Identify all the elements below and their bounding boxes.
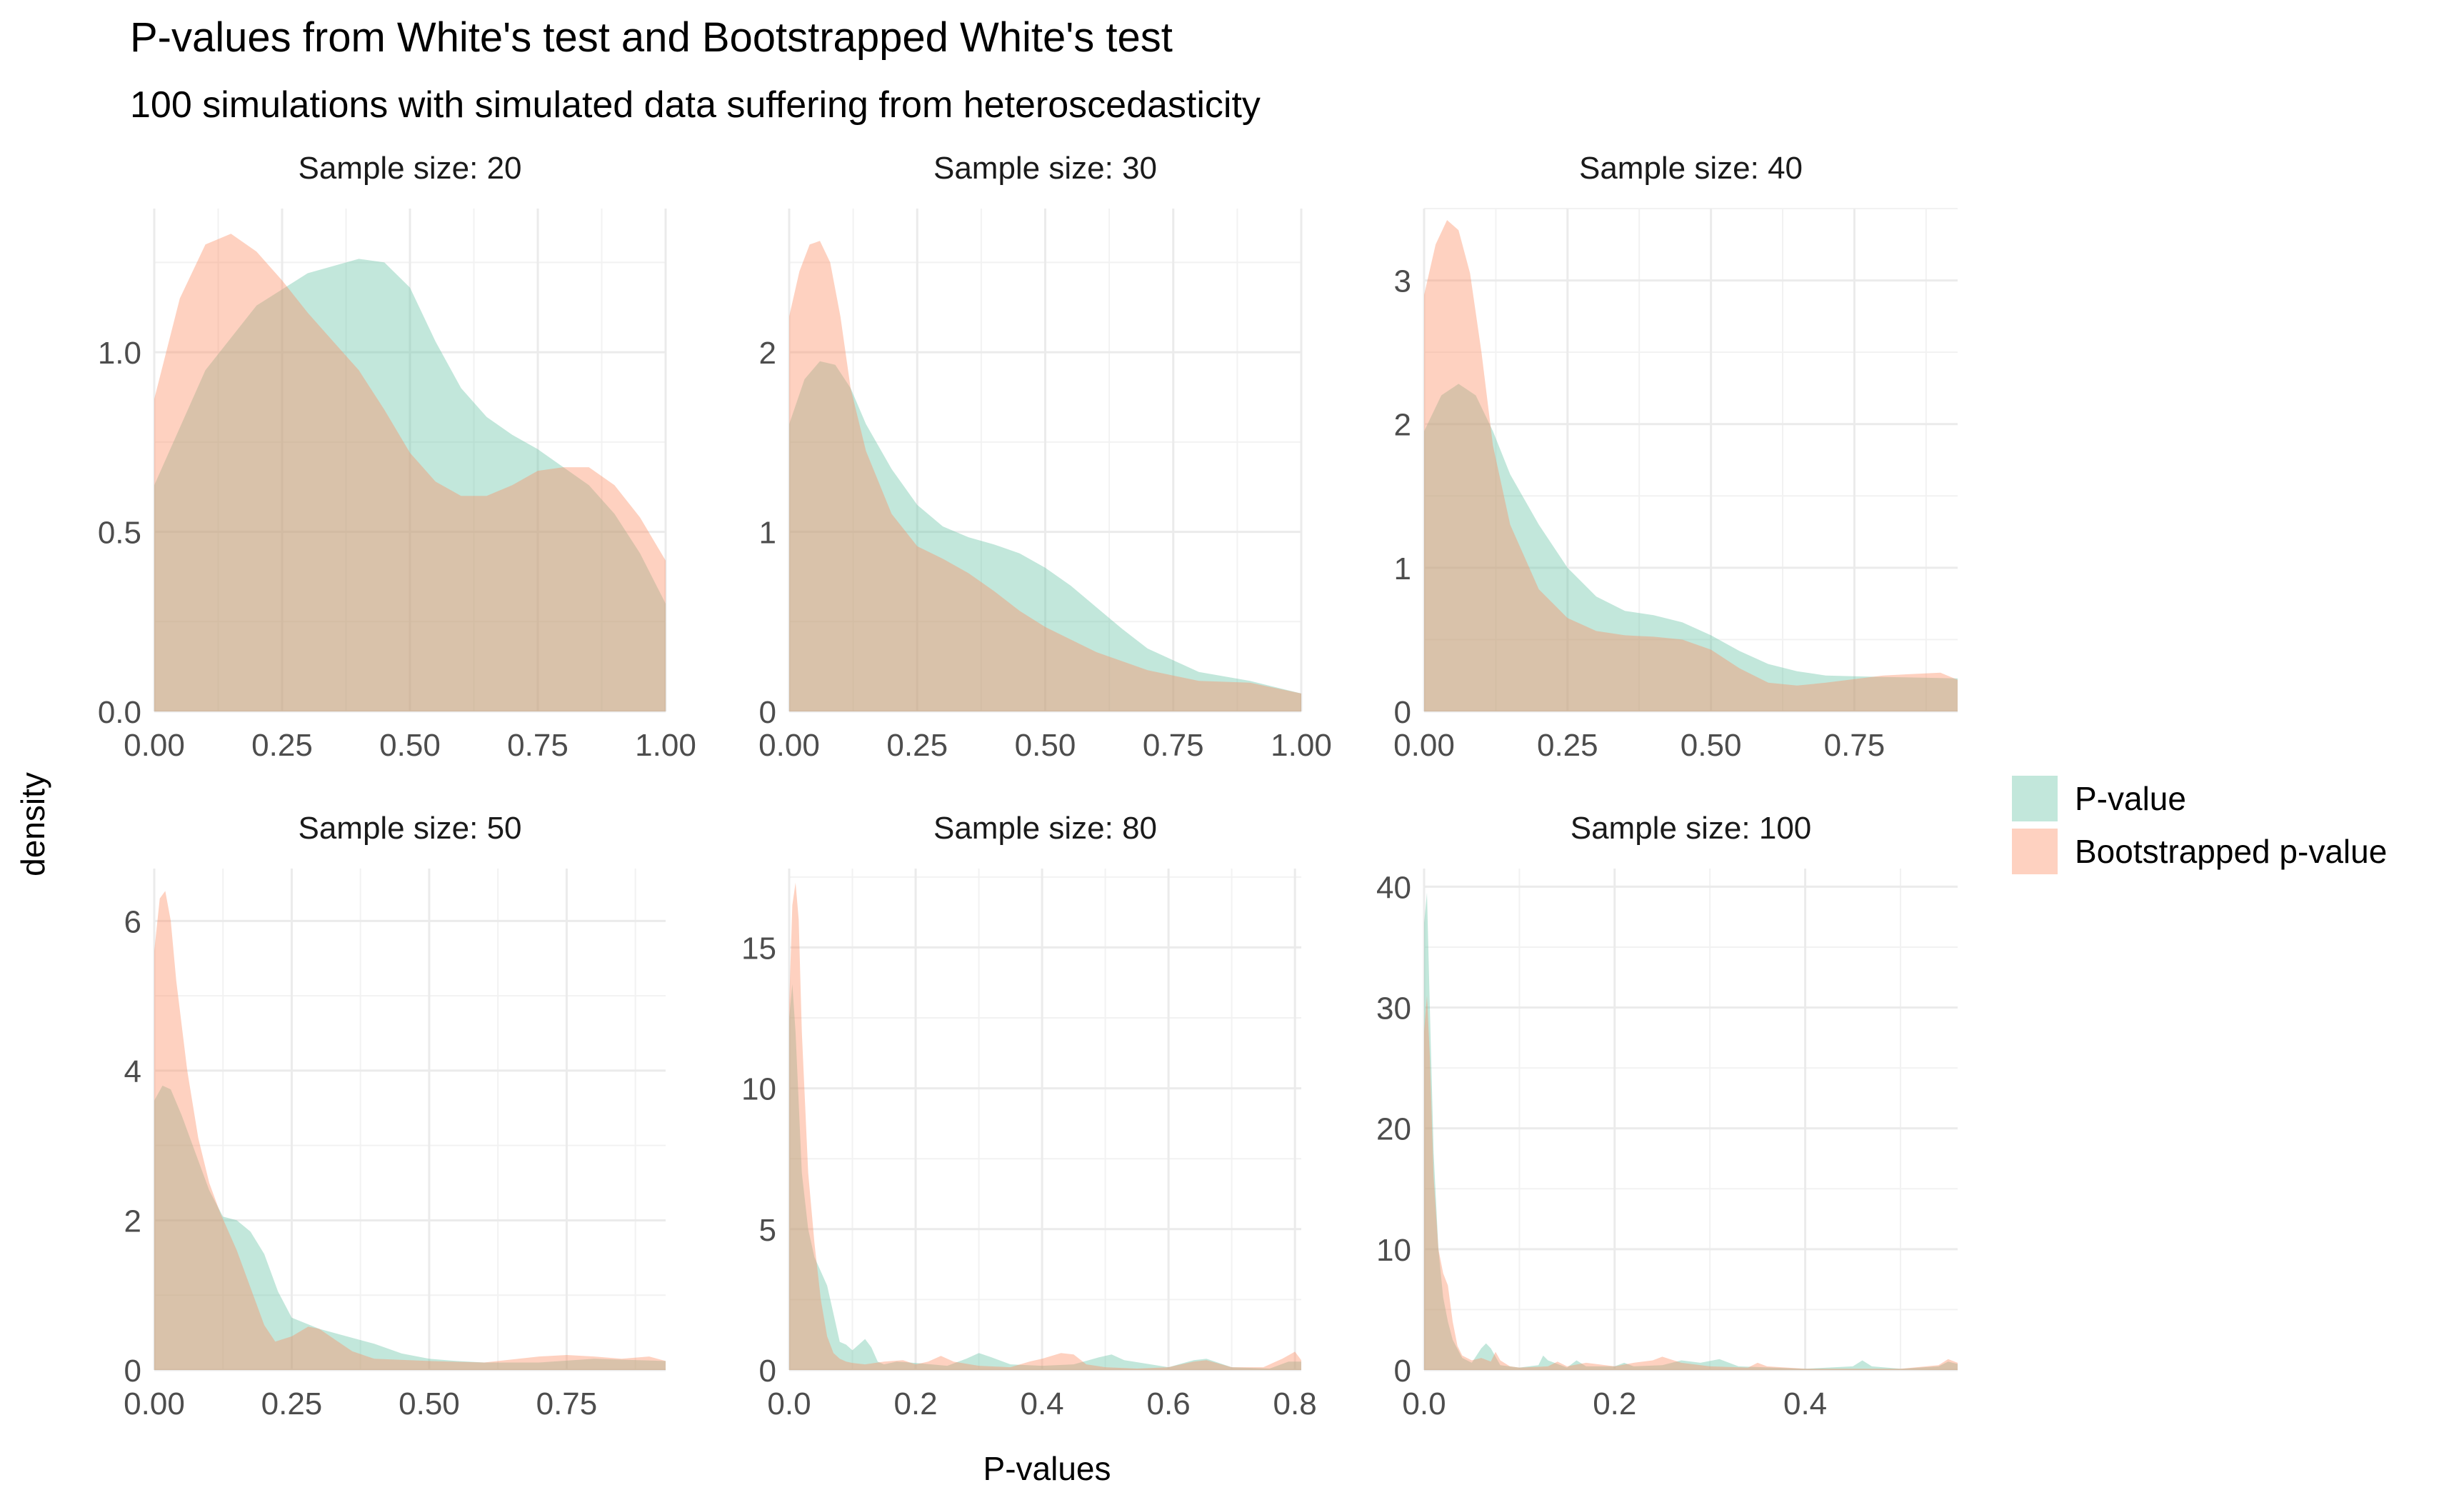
x-tick-label: 0.4: [1783, 1386, 1827, 1421]
x-axis-title: P-values: [983, 1450, 1111, 1487]
x-tick-label: 0.00: [124, 1386, 185, 1421]
x-tick-label: 0.0: [1402, 1386, 1446, 1421]
x-tick-label: 0.75: [507, 728, 569, 763]
x-tick-label: 0.8: [1273, 1386, 1317, 1421]
legend-item: P-value: [2012, 776, 2186, 821]
facet-strip-label: Sample size: 50: [298, 811, 521, 846]
facet-strip-label: Sample size: 30: [933, 151, 1157, 186]
facet-panel: Sample size: 100 0.0 0.2 0.4 0 10 20 30 40: [1376, 811, 1958, 1421]
x-tick-label: 0.25: [251, 728, 313, 763]
facet-strip-label: Sample size: 20: [298, 151, 521, 186]
legend-key: [2012, 776, 2058, 821]
legend-label: P-value: [2075, 780, 2186, 817]
chart-subtitle: 100 simulations with simulated data suff…: [130, 84, 1261, 126]
y-tick-label: 0: [1394, 695, 1411, 730]
y-axis-title: density: [14, 772, 51, 876]
facet-strip-label: Sample size: 100: [1571, 811, 1812, 846]
x-tick-label: 0.50: [1681, 728, 1742, 763]
y-tick-label: 2: [1394, 408, 1411, 443]
gridlines: [788, 869, 1301, 1371]
y-tick-label: 2: [124, 1204, 141, 1239]
y-tick-label: 10: [741, 1072, 776, 1107]
gridlines: [153, 209, 667, 713]
x-tick-label: 0.00: [1393, 728, 1455, 763]
facet-panel: Sample size: 30 0.00 0.25 0.50 0.75 1.00 0 1 2: [758, 151, 1332, 763]
x-tick-label: 1.00: [635, 728, 696, 763]
density-area: [1424, 384, 1958, 711]
facet-panel: Sample size: 80 0.0 0.2 0.4 0.6 0.8 0 5 10 15: [741, 811, 1317, 1421]
facet-strip-label: Sample size: 80: [933, 811, 1157, 846]
x-tick-label: 0.25: [1537, 728, 1598, 763]
density-area: [154, 891, 666, 1370]
y-tick-label: 20: [1376, 1112, 1411, 1147]
y-tick-label: 1: [1394, 551, 1411, 586]
y-tick-label: 0.0: [98, 695, 141, 730]
gridlines: [1423, 208, 1958, 713]
gridlines: [153, 869, 666, 1371]
y-tick-label: 0: [124, 1354, 141, 1389]
legend: P-value Bootstrapped p-value: [2012, 776, 2387, 874]
y-tick-label: 40: [1376, 870, 1411, 905]
facet-strip-label: Sample size: 40: [1579, 151, 1803, 186]
facet-panel: Sample size: 40 0.00 0.25 0.50 0.75 0 1 2 3: [1393, 151, 1958, 763]
y-tick-label: 0.5: [98, 516, 141, 551]
y-tick-label: 1.0: [98, 336, 141, 371]
legend-key: [2012, 829, 2058, 874]
x-tick-label: 1.00: [1271, 728, 1332, 763]
y-tick-label: 3: [1394, 264, 1411, 299]
x-tick-label: 0.75: [1143, 728, 1204, 763]
gridlines: [788, 209, 1303, 713]
gridlines: [1423, 869, 1958, 1371]
y-tick-label: 1: [759, 516, 776, 551]
y-tick-label: 4: [124, 1054, 141, 1089]
y-tick-label: 0: [759, 695, 776, 730]
facet-panel: Sample size: 20 0.00 0.25 0.50 0.75 1.00 0.0 0.…: [98, 151, 696, 763]
density-area: [1424, 220, 1958, 712]
density-area: [789, 361, 1301, 711]
x-tick-label: 0.50: [379, 728, 441, 763]
density-area: [789, 241, 1301, 711]
y-tick-label: 0: [759, 1354, 776, 1389]
x-tick-label: 0.4: [1020, 1386, 1063, 1421]
x-tick-label: 0.50: [1015, 728, 1076, 763]
x-tick-label: 0.75: [536, 1386, 598, 1421]
legend-item: Bootstrapped p-value: [2012, 829, 2387, 874]
y-tick-label: 6: [124, 904, 141, 939]
density-area: [154, 234, 666, 711]
legend-label: Bootstrapped p-value: [2075, 833, 2387, 870]
y-tick-label: 2: [759, 336, 776, 371]
x-tick-label: 0.50: [399, 1386, 460, 1421]
y-tick-label: 0: [1394, 1354, 1411, 1389]
facet-panel: Sample size: 50 0.00 0.25 0.50 0.75 0 2 4 6: [124, 811, 666, 1421]
y-tick-label: 30: [1376, 991, 1411, 1026]
x-tick-label: 0.00: [124, 728, 185, 763]
density-area: [154, 1085, 666, 1370]
x-tick-label: 0.0: [767, 1386, 811, 1421]
panels-layer: Sample size: 200.00 0.25 0.50 0.75 1.000.00.…: [98, 151, 1958, 1421]
x-tick-label: 0.75: [1824, 728, 1885, 763]
y-tick-label: 15: [741, 931, 776, 966]
x-tick-label: 0.00: [758, 728, 820, 763]
x-tick-label: 0.6: [1147, 1386, 1191, 1421]
y-tick-label: 10: [1376, 1233, 1411, 1268]
x-tick-label: 0.2: [893, 1386, 937, 1421]
x-tick-label: 0.2: [1593, 1386, 1636, 1421]
x-tick-label: 0.25: [886, 728, 948, 763]
chart-title: P-values from White's test and Bootstrap…: [130, 14, 1173, 61]
density-area: [154, 259, 666, 711]
x-tick-label: 0.25: [261, 1386, 323, 1421]
y-tick-label: 5: [759, 1213, 776, 1248]
